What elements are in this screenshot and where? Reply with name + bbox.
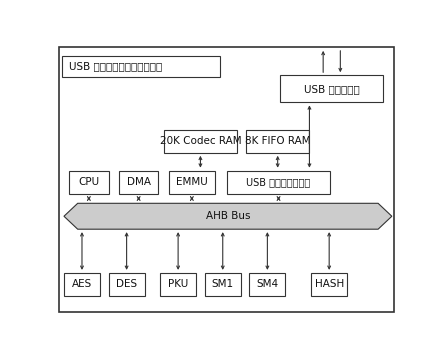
Text: PKU: PKU: [168, 279, 188, 289]
Bar: [163, 130, 237, 153]
Bar: [280, 75, 383, 102]
Text: EMMU: EMMU: [176, 177, 208, 187]
Bar: [311, 273, 347, 296]
Text: SM4: SM4: [256, 279, 279, 289]
Text: DES: DES: [116, 279, 137, 289]
Text: HASH: HASH: [315, 279, 344, 289]
Text: 20K Codec RAM: 20K Codec RAM: [159, 136, 241, 146]
Bar: [246, 130, 309, 153]
Bar: [160, 273, 196, 296]
Polygon shape: [64, 203, 392, 229]
Bar: [249, 273, 285, 296]
Bar: [64, 273, 100, 296]
Text: USB 串行接口控制器: USB 串行接口控制器: [246, 177, 311, 187]
Bar: [227, 171, 330, 194]
Text: USB 接口数据加解密控制系统: USB 接口数据加解密控制系统: [69, 61, 162, 71]
Bar: [109, 273, 144, 296]
Bar: [169, 171, 215, 194]
Bar: [205, 273, 241, 296]
Text: CPU: CPU: [78, 177, 99, 187]
Text: USB 数据收发器: USB 数据收发器: [304, 84, 360, 94]
Text: SM1: SM1: [212, 279, 234, 289]
Text: DMA: DMA: [127, 177, 151, 187]
Text: AHB Bus: AHB Bus: [206, 211, 250, 221]
Bar: [62, 56, 220, 76]
Bar: [119, 171, 159, 194]
Text: 8K FIFO RAM: 8K FIFO RAM: [245, 136, 311, 146]
Text: AES: AES: [72, 279, 92, 289]
Bar: [69, 171, 109, 194]
